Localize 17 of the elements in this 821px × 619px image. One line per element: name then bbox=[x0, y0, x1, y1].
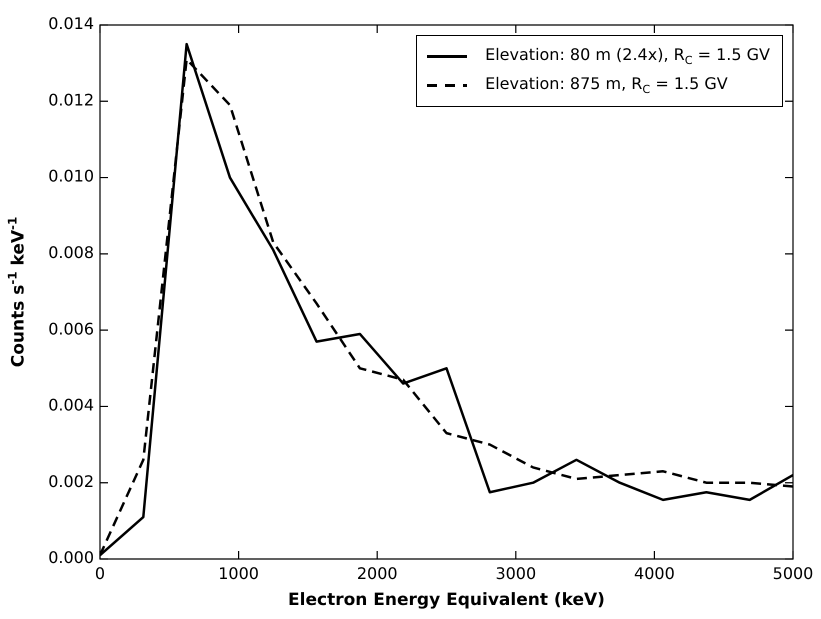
x-tick-label: 5000 bbox=[772, 564, 814, 583]
y-tick-label: 0.002 bbox=[48, 472, 94, 491]
y-tick-label: 0.010 bbox=[48, 166, 94, 186]
legend-label: Elevation: 875 m, R$_{C}$ = 1.5 GV bbox=[485, 74, 728, 97]
x-tick-label: 2000 bbox=[356, 564, 398, 583]
y-tick-label: 0.012 bbox=[48, 90, 94, 110]
legend-label: Elevation: 80 m (2.4x), R$_{C}$ = 1.5 GV bbox=[485, 45, 770, 68]
y-tick-label: 0.000 bbox=[48, 548, 94, 568]
y-tick-label: 0.006 bbox=[48, 319, 94, 338]
y-tick-label: 0.004 bbox=[48, 396, 94, 415]
y-tick-label: 0.014 bbox=[48, 14, 94, 34]
x-tick-label: 4000 bbox=[634, 564, 675, 583]
y-tick-label: 0.008 bbox=[48, 243, 94, 262]
x-axis-title: Electron Energy Equivalent (keV) bbox=[287, 590, 606, 610]
x-tick-label: 0 bbox=[94, 564, 106, 583]
x-tick-label: 3000 bbox=[495, 564, 536, 583]
x-tick-label: 1000 bbox=[218, 564, 259, 583]
